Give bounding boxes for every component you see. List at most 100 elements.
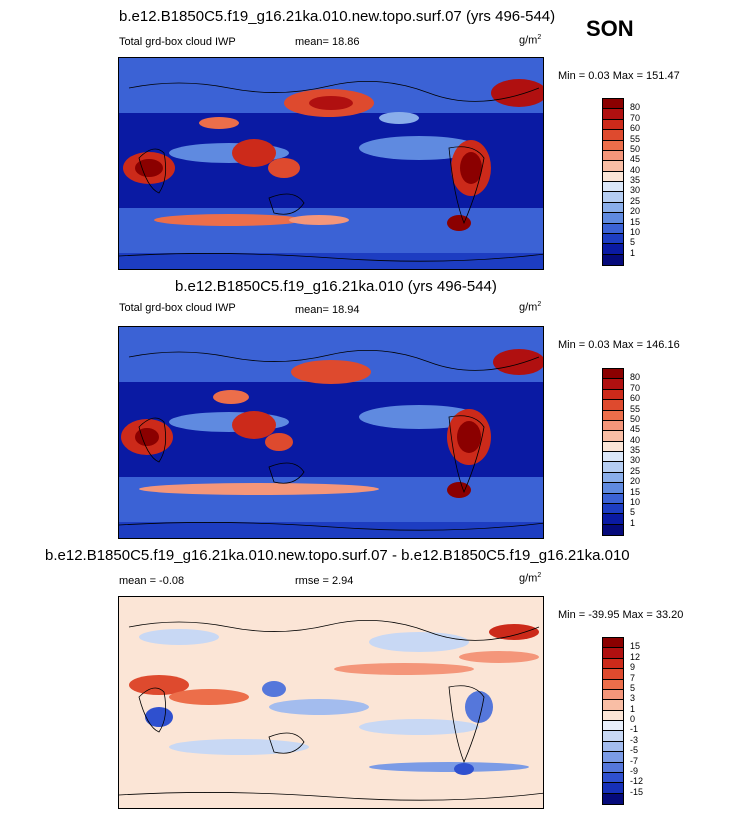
panel2-colorbar-swatch xyxy=(603,462,623,473)
panel1-colorbar-label: 30 xyxy=(630,185,641,196)
panel1-colorbar-swatch xyxy=(603,182,623,193)
panel1-colorbar-swatch xyxy=(603,244,623,255)
panel2-colorbar-label: 40 xyxy=(630,434,641,445)
panel2-colorbar-label: 15 xyxy=(630,486,641,497)
panel2-colorbar-label: 20 xyxy=(630,476,641,487)
panel3-colorbar xyxy=(602,637,624,805)
panel2-colorbar-label: 55 xyxy=(630,403,641,414)
panel3-colorbar-label: 3 xyxy=(630,693,636,704)
panel3-colorbar-label: -1 xyxy=(630,724,639,735)
panel3-units: g/m2 xyxy=(519,572,542,585)
panel3-colorbar-swatch xyxy=(603,762,623,773)
panel1-colorbar-label: 15 xyxy=(630,216,641,227)
panel3-map xyxy=(118,596,544,809)
season-label: SON xyxy=(586,16,634,41)
panel1-colorbar-swatch xyxy=(603,213,623,224)
panel2-colorbar-swatch xyxy=(603,389,623,401)
panel3-colorbar-label: -7 xyxy=(630,755,639,766)
panel3-colorbar-label: -15 xyxy=(630,786,644,797)
panel3-colorbar-swatch xyxy=(603,752,623,763)
panel3-title: b.e12.B1850C5.f19_g16.21ka.010.new.topo.… xyxy=(45,547,630,564)
panel2-units: g/m2 xyxy=(519,301,542,314)
panel3-colorbar-swatch xyxy=(603,669,623,680)
panel1-colorbar-label: 5 xyxy=(630,237,636,248)
panel2-minmax: Min = 0.03 Max = 146.16 xyxy=(558,339,680,351)
panel3-colorbar-swatch xyxy=(603,710,623,721)
panel1-colorbar-swatch xyxy=(603,130,623,141)
panel3-colorbar-label: -12 xyxy=(630,776,644,787)
panel2-colorbar-swatch xyxy=(603,483,623,494)
panel1-colorbar-swatch xyxy=(603,254,623,265)
panel1-colorbar-swatch xyxy=(603,140,623,151)
panel3-colorbar-swatch xyxy=(603,731,623,742)
panel2-colorbar-swatch xyxy=(603,441,623,452)
panel2-colorbar-label: 25 xyxy=(630,465,641,476)
panel1-colorbar-label: 80 xyxy=(630,102,641,113)
panel3-colorbar-label: 0 xyxy=(630,714,636,724)
panel1-colorbar-swatch xyxy=(603,171,623,182)
panel1-variable: Total grd-box cloud IWP xyxy=(119,36,236,48)
panel3-map-field xyxy=(119,597,543,808)
panel3-colorbar-swatch xyxy=(603,783,623,794)
panel1-colorbar-label: 10 xyxy=(630,226,641,237)
panel2-colorbar-swatch xyxy=(603,524,623,535)
panel1-colorbar-swatch xyxy=(603,161,623,172)
panel3-colorbar-swatch xyxy=(603,689,623,701)
panel2-title: b.e12.B1850C5.f19_g16.21ka.010 (yrs 496-… xyxy=(175,278,497,295)
panel3-colorbar-label: 15 xyxy=(630,641,641,652)
panel2-colorbar-label: 70 xyxy=(630,382,641,393)
panel3-colorbar-label: 5 xyxy=(630,682,636,693)
panel1-units: g/m2 xyxy=(519,34,542,47)
panel1-colorbar-label: 60 xyxy=(630,123,641,134)
panel1-colorbar-swatch xyxy=(603,99,623,110)
panel2-colorbar-label: 5 xyxy=(630,507,636,518)
panel2-colorbar-swatch xyxy=(603,493,623,504)
panel2-colorbar-swatch xyxy=(603,379,623,390)
panel1-colorbar-label: 50 xyxy=(630,143,641,154)
panel2-map xyxy=(118,326,544,539)
panel2-colorbar-swatch xyxy=(603,369,623,380)
panel3-colorbar-label: -9 xyxy=(630,765,639,776)
panel1-colorbar-label: 55 xyxy=(630,133,641,144)
panel2-colorbar-swatch xyxy=(603,420,623,432)
panel1-mean: mean= 18.86 xyxy=(295,36,360,48)
panel2-map-field xyxy=(119,327,543,538)
panel3-colorbar-swatch xyxy=(603,741,623,753)
panel3-colorbar-label: 1 xyxy=(630,703,636,714)
panel3-colorbar-swatch xyxy=(603,638,623,649)
panel3-colorbar-label: -3 xyxy=(630,734,639,745)
panel2-colorbar-swatch xyxy=(603,431,623,442)
panel3-colorbar-swatch xyxy=(603,700,623,711)
panel3-mean: mean = -0.08 xyxy=(119,575,185,587)
panel1-colorbar-label: 40 xyxy=(630,164,641,175)
panel3-rmse: rmse = 2.94 xyxy=(295,575,354,587)
panel2-colorbar-label: 35 xyxy=(630,445,641,455)
panel1-colorbar-swatch xyxy=(603,202,623,214)
panel3-colorbar-swatch xyxy=(603,658,623,670)
panel2-colorbar-label: 30 xyxy=(630,455,641,466)
panel2-colorbar-swatch xyxy=(603,400,623,411)
panel1-colorbar-label: 70 xyxy=(630,112,641,123)
panel1-colorbar-swatch xyxy=(603,150,623,162)
panel3-colorbar-swatch xyxy=(603,648,623,659)
panel1-colorbar-swatch xyxy=(603,119,623,131)
panel2-colorbar-label: 60 xyxy=(630,393,641,404)
panel1-colorbar-label: 25 xyxy=(630,195,641,206)
panel2-colorbar-label: 1 xyxy=(630,517,636,528)
panel3-colorbar-label: 9 xyxy=(630,662,636,673)
panel2-colorbar-swatch xyxy=(603,452,623,463)
panel3-colorbar-label: 7 xyxy=(630,672,636,683)
panel1-colorbar-swatch xyxy=(603,192,623,203)
panel3-colorbar-label: -5 xyxy=(630,745,639,756)
panel3-colorbar-swatch xyxy=(603,793,623,804)
panel1-colorbar-label: 20 xyxy=(630,206,641,217)
panel1-map xyxy=(118,57,544,270)
panel1-colorbar-label: 45 xyxy=(630,154,641,165)
panel2-colorbar-swatch xyxy=(603,503,623,515)
panel1-map-field xyxy=(119,58,543,269)
panel1-colorbar-swatch xyxy=(603,233,623,245)
panel2-colorbar-swatch xyxy=(603,410,623,421)
panel1-colorbar xyxy=(602,98,624,266)
panel3-colorbar-swatch xyxy=(603,721,623,732)
panel2-colorbar-label: 10 xyxy=(630,496,641,507)
